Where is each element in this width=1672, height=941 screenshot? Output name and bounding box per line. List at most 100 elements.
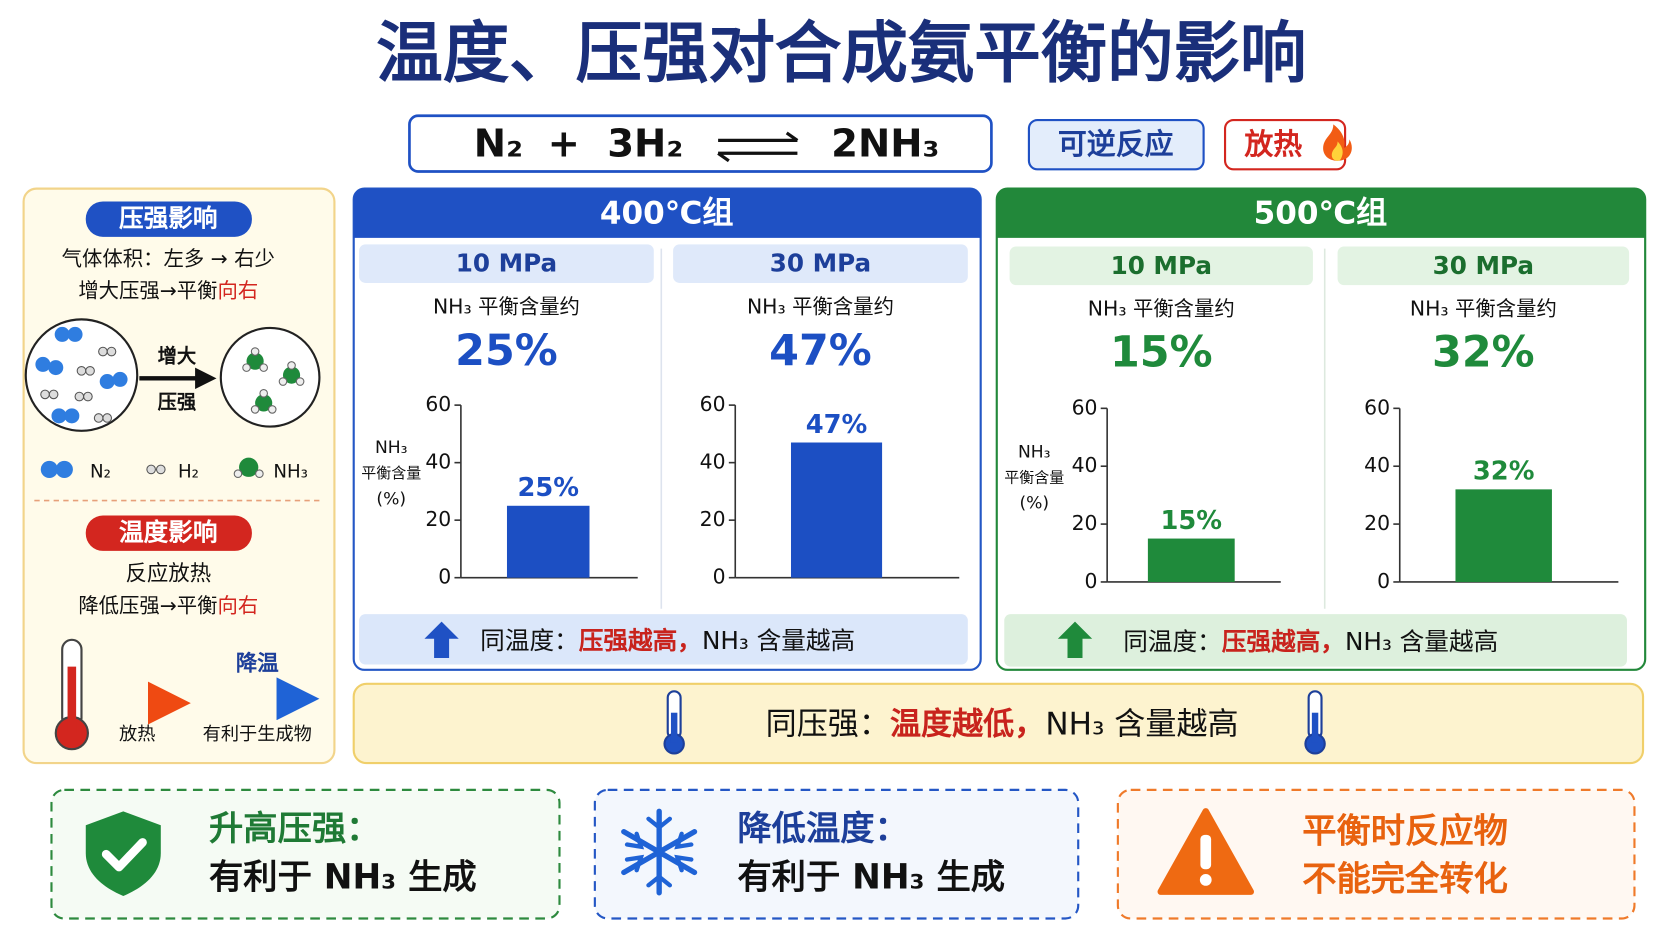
y-axis-label: NH₃ — [375, 438, 408, 458]
y-tick-label: 20 — [1364, 511, 1390, 535]
chart-header — [673, 244, 968, 283]
y-tick-label: 40 — [1364, 453, 1390, 477]
group-title: 400℃组 — [600, 195, 734, 231]
shape — [255, 469, 264, 479]
headline-value: 47% — [769, 326, 872, 376]
title: 温度、压强对合成氨平衡的影响 — [376, 14, 1306, 92]
shape — [239, 457, 259, 477]
headline-value: 25% — [455, 326, 558, 376]
shape — [250, 405, 260, 414]
bar — [1147, 538, 1235, 582]
shape — [242, 347, 305, 414]
group-note: 同温度：压强越高，NH₃ 含量越高 — [1123, 627, 1498, 656]
y-tick-label: 60 — [1072, 395, 1098, 419]
nh3-molecules — [242, 347, 305, 414]
chart-title: 10 MPa — [1111, 251, 1212, 280]
tag-box — [1027, 118, 1205, 171]
card — [50, 788, 561, 920]
y-tick-label: 40 — [700, 450, 726, 474]
y-axis-label: (%) — [1019, 494, 1049, 514]
highlight: 压强越高， — [1222, 627, 1345, 656]
panel-heading: 压强影响 — [119, 204, 218, 233]
highlight: 向右 — [218, 594, 259, 618]
chart-header — [1337, 246, 1630, 286]
tag-box — [1223, 118, 1347, 171]
y-tick-label: 20 — [425, 507, 451, 531]
text-part: NH₃ 含量越高 — [1345, 627, 1498, 656]
up-arrow — [1057, 621, 1093, 659]
bar — [1455, 489, 1552, 582]
shield-icon — [85, 811, 161, 896]
data-label: 47% — [806, 410, 868, 440]
equation-plus: + — [548, 121, 580, 166]
panel-text: 降低压强→平衡向右 — [78, 594, 258, 618]
data-label: 15% — [1161, 506, 1223, 536]
card-text: 有利于 NH₃ 生成 — [737, 857, 1005, 897]
shape — [246, 352, 264, 370]
shape — [282, 366, 301, 384]
y-tick-label: 0 — [1085, 569, 1098, 593]
y-axis-label: 平衡含量 — [1004, 469, 1064, 487]
shape — [99, 374, 115, 390]
panel-text: 气体体积：左多 → 右少 — [62, 246, 275, 270]
highlight: 压强越高， — [579, 626, 702, 655]
card-text: 不能完全转化 — [1302, 859, 1508, 899]
shape — [98, 346, 108, 357]
shape — [40, 460, 58, 479]
shape — [48, 360, 64, 376]
equation-product: 2NH₃ — [831, 121, 939, 166]
heading-pill — [85, 515, 252, 551]
equilibrium-arrow — [717, 131, 799, 163]
shape — [287, 361, 296, 370]
chart-subtitle: NH₃ 平衡含量约 — [1410, 297, 1557, 321]
chart-header — [1009, 246, 1313, 286]
arrow-caption: 降温 — [236, 651, 279, 676]
equation-reactant: N₂ — [474, 121, 523, 166]
group-note: 同温度：压强越高，NH₃ 含量越高 — [480, 626, 855, 655]
group-header — [996, 188, 1646, 238]
shape — [74, 391, 85, 402]
shape — [67, 666, 77, 734]
headline-value: 15% — [1110, 327, 1213, 377]
shape — [64, 408, 80, 424]
text-part: NH₃ 含量越高 — [702, 626, 855, 655]
shape — [278, 377, 288, 386]
check-icon — [101, 838, 147, 872]
h2-molecules — [40, 346, 117, 423]
chart-header — [359, 244, 654, 283]
y-axis-label: 平衡含量 — [361, 464, 421, 482]
shape — [242, 363, 251, 372]
shape — [85, 366, 95, 376]
equation-reactant: 3H₂ — [607, 121, 683, 166]
y-tick-label: 40 — [425, 450, 451, 474]
card-title: 平衡时反应物 — [1302, 811, 1508, 851]
shape — [55, 460, 73, 479]
warning-mark — [1200, 834, 1212, 870]
note-box — [359, 614, 968, 665]
molecule-circle — [219, 326, 321, 428]
highlight: 温度越低， — [890, 707, 1045, 743]
thermometer-icon — [1304, 690, 1326, 755]
panel-heading: 温度影响 — [119, 518, 218, 547]
shape — [54, 326, 70, 342]
up-arrow — [424, 621, 459, 659]
text-part: 同温度： — [480, 626, 579, 655]
shape — [267, 405, 277, 414]
arrow-label: 增大 — [158, 344, 197, 367]
shape — [48, 389, 59, 400]
group-title: 500℃组 — [1254, 195, 1388, 231]
y-tick-label: 60 — [700, 392, 726, 416]
shape — [51, 408, 67, 424]
n2-molecules — [35, 326, 128, 424]
shape — [233, 469, 243, 479]
shape — [1311, 712, 1319, 743]
y-tick-label: 0 — [713, 565, 726, 589]
shape — [93, 413, 104, 423]
legend-label: H₂ — [178, 462, 199, 483]
shape — [83, 391, 93, 402]
card-text: 有利于 NH₃ 生成 — [209, 857, 477, 897]
y-tick-label: 40 — [1072, 453, 1098, 477]
tag: 放热 — [1243, 127, 1302, 161]
y-tick-label: 60 — [1364, 395, 1390, 419]
